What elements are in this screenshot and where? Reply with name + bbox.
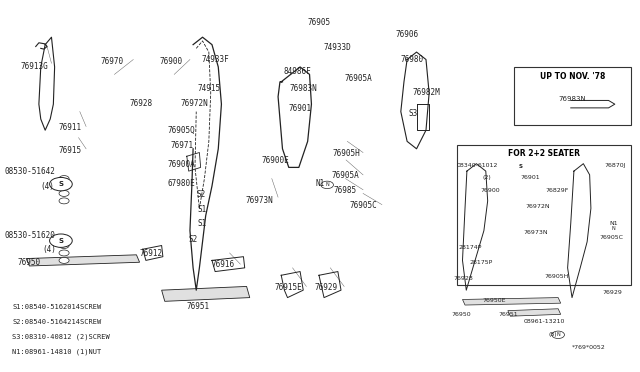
Text: 08530-51620: 08530-51620 — [4, 231, 55, 240]
Text: N: N — [325, 182, 329, 187]
Text: 76905H: 76905H — [333, 149, 360, 158]
Text: 76928: 76928 — [130, 99, 153, 108]
Text: (8): (8) — [549, 331, 557, 337]
Text: 76950E: 76950E — [482, 298, 506, 303]
Text: N: N — [556, 332, 560, 337]
Text: 76973N: 76973N — [524, 230, 548, 235]
Text: 76983N: 76983N — [559, 96, 586, 102]
Bar — [458, 145, 630, 285]
Text: 76913G: 76913G — [20, 62, 49, 71]
Text: 76929: 76929 — [315, 283, 338, 292]
Text: 08340-61012: 08340-61012 — [457, 163, 499, 168]
Text: 76973N: 76973N — [246, 196, 274, 205]
Text: 76972N: 76972N — [525, 204, 550, 209]
Text: 76905C: 76905C — [349, 201, 377, 210]
Text: 08961-13210: 08961-13210 — [524, 319, 565, 324]
Text: 74933F: 74933F — [201, 55, 229, 64]
Text: 76870J: 76870J — [604, 163, 625, 168]
Circle shape — [321, 181, 333, 189]
Text: N1: N1 — [316, 179, 325, 187]
Text: 76972N: 76972N — [180, 99, 208, 108]
Text: 74915: 74915 — [197, 84, 220, 93]
Text: 76985: 76985 — [334, 186, 357, 195]
Text: 76916: 76916 — [212, 260, 235, 269]
Text: 76970: 76970 — [101, 57, 124, 66]
Text: 74933D: 74933D — [324, 43, 352, 52]
Text: 08530-51642: 08530-51642 — [4, 167, 55, 176]
Text: (4): (4) — [43, 245, 56, 254]
Circle shape — [59, 190, 69, 196]
Circle shape — [49, 177, 72, 191]
Text: N1:08961-14810 (1)NUT: N1:08961-14810 (1)NUT — [12, 348, 102, 355]
Circle shape — [49, 234, 72, 247]
Text: S2: S2 — [188, 235, 198, 244]
Text: 76983N: 76983N — [289, 84, 317, 93]
Text: S2:08540-5164214SCREW: S2:08540-5164214SCREW — [12, 319, 102, 325]
Polygon shape — [508, 309, 561, 316]
Text: 76929: 76929 — [602, 289, 622, 295]
Text: 76906: 76906 — [396, 30, 419, 39]
Text: 76900A: 76900A — [168, 160, 196, 169]
Text: S1: S1 — [198, 219, 207, 228]
Circle shape — [59, 250, 69, 256]
Text: 76951: 76951 — [187, 302, 210, 311]
Circle shape — [607, 225, 620, 232]
Text: (2): (2) — [483, 175, 492, 180]
Circle shape — [59, 235, 69, 241]
Circle shape — [59, 183, 69, 189]
Circle shape — [513, 162, 528, 171]
Text: S: S — [58, 238, 63, 244]
Text: 28174P: 28174P — [458, 245, 482, 250]
Bar — [514, 67, 630, 125]
Polygon shape — [162, 286, 250, 301]
Text: S3:08310-40812 (2)SCREW: S3:08310-40812 (2)SCREW — [12, 333, 110, 340]
Text: S1:08540-5162014SCREW: S1:08540-5162014SCREW — [12, 304, 102, 310]
Text: 76905Q: 76905Q — [168, 126, 196, 135]
Text: 76982M: 76982M — [412, 88, 440, 97]
Text: FOR 2+2 SEATER: FOR 2+2 SEATER — [508, 149, 580, 158]
Polygon shape — [463, 298, 561, 305]
Text: N1: N1 — [609, 221, 618, 227]
Circle shape — [552, 331, 564, 339]
Text: 76905A: 76905A — [344, 74, 372, 83]
Text: 67980E: 67980E — [168, 179, 196, 187]
Text: 76971: 76971 — [170, 141, 193, 150]
Text: (4): (4) — [40, 182, 54, 190]
Text: 76928: 76928 — [454, 276, 474, 282]
Text: S1: S1 — [198, 205, 207, 214]
Text: 76951: 76951 — [498, 312, 518, 317]
Text: 76905A: 76905A — [332, 171, 359, 180]
Text: 76950: 76950 — [451, 312, 471, 317]
Text: 76905: 76905 — [307, 18, 330, 27]
Text: S3: S3 — [409, 109, 418, 118]
Text: *769*0052: *769*0052 — [572, 345, 605, 350]
Text: 76915E: 76915E — [275, 283, 303, 292]
Text: 76911: 76911 — [58, 123, 81, 132]
Text: 76900: 76900 — [481, 188, 500, 193]
Text: N: N — [612, 226, 616, 231]
Text: 84986F: 84986F — [284, 67, 312, 76]
Text: 76905H: 76905H — [545, 273, 569, 279]
Text: 76912: 76912 — [140, 249, 163, 258]
Text: S2: S2 — [196, 190, 205, 199]
Text: UP TO NOV. '78: UP TO NOV. '78 — [540, 72, 605, 81]
Text: 76905C: 76905C — [600, 235, 623, 240]
Text: 28175P: 28175P — [470, 260, 493, 265]
Circle shape — [59, 257, 69, 263]
Text: 76901: 76901 — [520, 175, 540, 180]
Text: 76829F: 76829F — [545, 188, 568, 193]
Circle shape — [59, 176, 69, 182]
Text: 76900: 76900 — [159, 57, 182, 66]
Text: 76980: 76980 — [401, 55, 424, 64]
Text: 76915: 76915 — [58, 146, 81, 155]
Text: 76900E: 76900E — [261, 156, 289, 165]
Text: 76901: 76901 — [289, 104, 312, 113]
Circle shape — [59, 243, 69, 248]
Text: S: S — [58, 181, 63, 187]
Text: 76950: 76950 — [18, 258, 41, 267]
Polygon shape — [26, 255, 140, 266]
Text: S: S — [518, 164, 522, 169]
Circle shape — [59, 198, 69, 204]
